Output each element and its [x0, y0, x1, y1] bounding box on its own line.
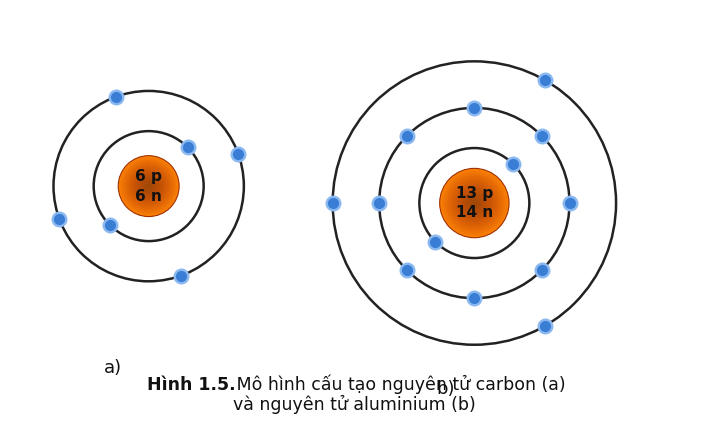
- Text: Mô hình cấu tạo nguyên tử carbon (a): Mô hình cấu tạo nguyên tử carbon (a): [231, 375, 566, 394]
- Circle shape: [440, 168, 509, 238]
- Circle shape: [443, 172, 506, 234]
- Circle shape: [129, 166, 169, 206]
- Circle shape: [133, 171, 164, 201]
- Circle shape: [126, 163, 171, 209]
- Circle shape: [464, 192, 485, 214]
- Circle shape: [130, 168, 167, 204]
- Circle shape: [448, 177, 501, 229]
- Circle shape: [462, 191, 486, 215]
- Circle shape: [457, 186, 491, 220]
- Circle shape: [147, 184, 150, 188]
- Circle shape: [441, 170, 508, 236]
- Circle shape: [138, 176, 159, 197]
- Circle shape: [141, 179, 156, 194]
- Text: Hình 1.5.: Hình 1.5.: [147, 376, 236, 394]
- Circle shape: [454, 182, 495, 224]
- Circle shape: [125, 162, 173, 211]
- Circle shape: [120, 157, 178, 215]
- Circle shape: [452, 181, 497, 225]
- Circle shape: [127, 165, 170, 207]
- Text: a): a): [104, 359, 122, 377]
- Circle shape: [142, 180, 155, 192]
- Circle shape: [469, 198, 479, 208]
- Circle shape: [459, 187, 490, 219]
- Circle shape: [467, 196, 481, 210]
- Circle shape: [122, 160, 175, 212]
- Circle shape: [118, 156, 179, 217]
- Circle shape: [471, 200, 478, 206]
- Circle shape: [132, 169, 166, 203]
- Circle shape: [466, 195, 483, 212]
- Text: b): b): [437, 380, 455, 398]
- Circle shape: [121, 159, 176, 214]
- Circle shape: [460, 189, 489, 217]
- Circle shape: [450, 179, 498, 227]
- Circle shape: [473, 201, 476, 205]
- Circle shape: [455, 184, 493, 222]
- Text: 6 p
6 n: 6 p 6 n: [135, 169, 162, 203]
- Circle shape: [135, 173, 162, 200]
- Circle shape: [139, 177, 158, 195]
- Circle shape: [144, 181, 153, 191]
- Circle shape: [447, 175, 502, 231]
- Text: 13 p
14 n: 13 p 14 n: [456, 186, 493, 220]
- Circle shape: [445, 173, 504, 233]
- Circle shape: [137, 174, 161, 198]
- Text: và nguyên tử aluminium (b): và nguyên tử aluminium (b): [233, 395, 475, 414]
- Circle shape: [146, 183, 152, 189]
